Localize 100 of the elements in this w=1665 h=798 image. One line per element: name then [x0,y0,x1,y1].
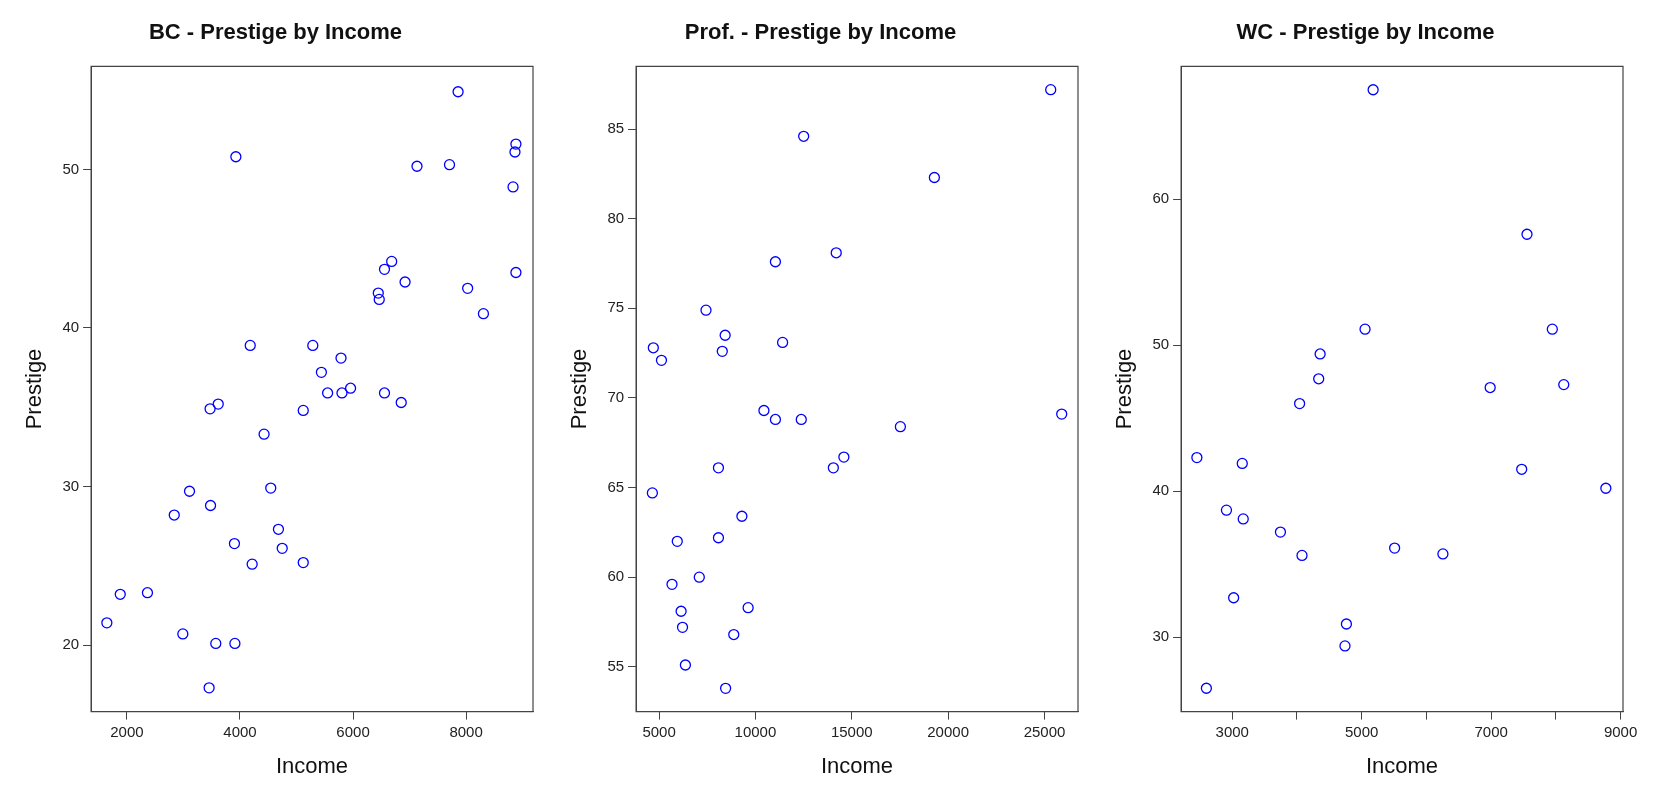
point [776,336,789,349]
point [1367,84,1379,96]
x-tick-label: 9000 [1603,722,1638,740]
point [647,342,659,354]
chart-title: WC - Prestige by Income [1236,19,1495,45]
x-axis-title: Income [275,752,349,778]
point [1236,457,1248,470]
x-tick-label: 5000 [1345,722,1379,740]
point [1314,348,1326,360]
x-tick-label: 2000 [110,722,144,740]
point [507,181,519,193]
point [443,159,456,171]
point [386,255,398,268]
x-tick-label: 15000 [830,722,873,740]
point [1056,408,1068,420]
point [510,138,522,150]
point [297,556,309,569]
point [769,256,782,268]
point [315,366,328,379]
point [321,387,334,399]
point [675,605,687,617]
y-tick-label: 30 [1152,627,1170,645]
point [183,485,196,497]
point [1045,84,1057,96]
point [246,558,258,570]
point [712,462,725,474]
point [212,398,224,410]
point [1484,381,1496,394]
y-axis-title: Prestige [566,348,592,430]
point [204,499,217,512]
point [307,339,319,352]
point [203,682,215,694]
point [114,588,126,600]
point [204,403,216,415]
point [712,532,725,544]
point [395,396,407,409]
point [1516,463,1528,475]
point [1313,373,1325,385]
x-tick-label: 4000 [223,722,257,740]
point [666,578,678,590]
point [1388,542,1401,554]
point [1546,323,1558,335]
point [1340,618,1353,630]
point [830,247,842,259]
point [742,602,754,614]
point [101,617,113,629]
point [210,637,222,650]
y-tick-label: 20 [62,635,80,653]
point [411,160,423,172]
point [719,329,731,341]
y-axis-title: Prestige [1111,348,1137,430]
y-tick-label: 50 [1152,335,1170,353]
point [1237,513,1249,525]
y-tick-label: 85 [607,119,625,137]
point [510,266,522,279]
point [258,428,270,440]
point [168,509,180,521]
point [700,304,712,316]
point [719,682,732,694]
point [177,628,189,640]
point [1359,323,1371,335]
point [838,451,850,463]
point [1339,640,1351,652]
point [373,293,385,306]
x-axis-title: Income [820,752,894,778]
point [769,413,782,426]
y-tick-label: 60 [607,567,625,585]
point [378,263,391,275]
point [1200,682,1213,694]
point [297,404,309,417]
y-tick-label: 40 [1152,481,1170,499]
y-tick-label: 55 [607,656,625,674]
point [1274,526,1287,538]
point [655,354,668,366]
point [344,382,357,394]
point [229,637,241,650]
y-tick-label: 40 [62,318,80,336]
point [1437,548,1449,560]
x-tick-label: 6000 [336,722,370,740]
point [1293,397,1306,410]
y-tick-label: 80 [607,208,625,226]
point [679,659,692,671]
chart-title: Prof. - Prestige by Income [684,19,957,45]
point [335,352,347,364]
point [1228,592,1240,604]
x-tick-label: 3000 [1215,722,1249,740]
point [265,482,277,494]
point [1558,378,1570,391]
x-tick-label: 7000 [1474,722,1508,740]
point [141,587,154,599]
point [372,287,384,299]
point [462,282,474,294]
point [230,151,242,163]
point [736,510,748,522]
point [399,276,411,288]
point [1521,228,1533,240]
point [477,308,490,320]
y-tick-label: 65 [607,477,625,495]
x-tick-label: 8000 [449,722,483,740]
point [894,420,907,433]
